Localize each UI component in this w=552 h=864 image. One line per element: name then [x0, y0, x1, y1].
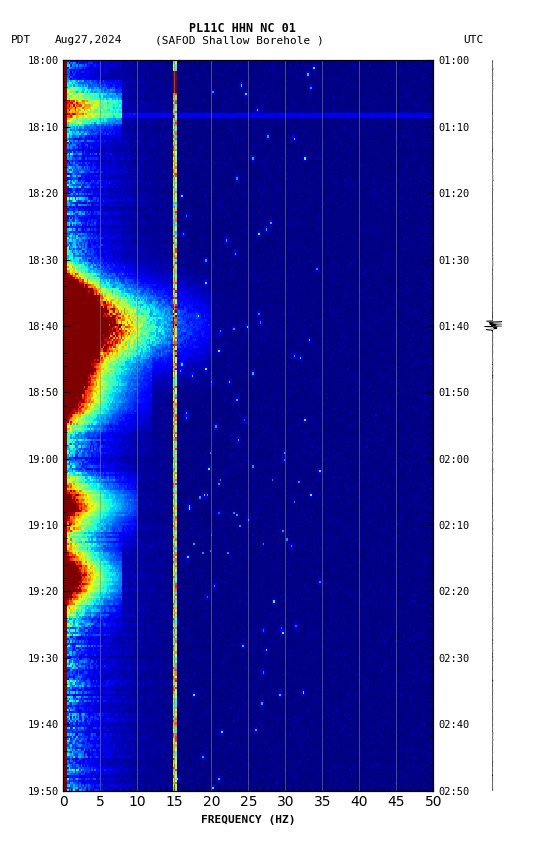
Text: (SAFOD Shallow Borehole ): (SAFOD Shallow Borehole ) [155, 35, 323, 46]
Text: UTC: UTC [464, 35, 484, 46]
Text: Aug27,2024: Aug27,2024 [55, 35, 123, 46]
X-axis label: FREQUENCY (HZ): FREQUENCY (HZ) [201, 815, 296, 825]
Text: PDT: PDT [11, 35, 31, 46]
Text: PL11C HHN NC 01: PL11C HHN NC 01 [189, 22, 296, 35]
